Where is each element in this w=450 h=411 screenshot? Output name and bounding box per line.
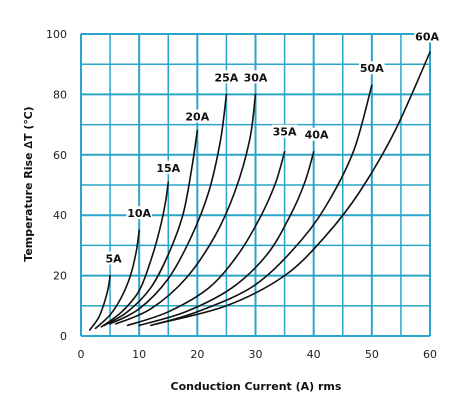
curve-label-background <box>213 70 240 84</box>
curve-20a <box>103 129 199 327</box>
curve-labels: 5A 10A 15A 20A 25A 30A 35A 40A 50A 60A <box>104 29 440 266</box>
y-tick-label: 60 <box>53 149 67 162</box>
curve-60a <box>155 51 431 325</box>
curve-label-background <box>271 124 298 138</box>
x-tick-label: 50 <box>365 348 379 361</box>
y-tick-label: 40 <box>53 209 67 222</box>
curve-35a <box>126 151 286 327</box>
x-tick-label: 20 <box>190 348 204 361</box>
x-axis-title: Conduction Current (A) rms <box>171 380 342 393</box>
curve-label-background <box>184 109 211 123</box>
curve-label-background <box>155 160 182 174</box>
curve-label-10a: 10A <box>127 207 151 220</box>
curve-label-20a: 20A <box>185 111 209 124</box>
major-gridlines <box>80 33 431 337</box>
curve-label-background <box>303 127 330 141</box>
x-tick-label: 30 <box>249 348 263 361</box>
curve-label-background <box>104 251 123 265</box>
curve-label-background <box>414 29 440 43</box>
curve-label-40a: 40A <box>305 129 329 142</box>
curve-label-35a: 35A <box>273 126 297 139</box>
curve-label-50a: 50A <box>360 62 384 75</box>
curve-label-background <box>359 61 385 75</box>
curve-label-background <box>126 206 152 220</box>
x-tick-label: 40 <box>307 348 321 361</box>
curve-label-15a: 15A <box>156 162 180 175</box>
x-tick-label: 10 <box>132 348 146 361</box>
curve-25a <box>109 93 228 325</box>
curve-5a <box>88 274 111 331</box>
curve-label-60a: 60A <box>415 31 439 44</box>
y-tick-label: 0 <box>60 330 67 343</box>
curve-15a <box>100 181 170 328</box>
curve-label-5a: 5A <box>105 253 122 266</box>
x-tick-label: 0 <box>78 348 85 361</box>
x-axis-ticks: 0 10 20 30 40 50 60 <box>78 348 438 361</box>
y-tick-label: 80 <box>53 88 67 101</box>
curve-label-30a: 30A <box>244 71 268 84</box>
curve-50a <box>150 84 373 327</box>
y-tick-label: 100 <box>46 28 67 41</box>
curve-label-25a: 25A <box>215 71 239 84</box>
curve-30a <box>115 93 257 325</box>
temperature-curves <box>88 51 431 331</box>
curve-10a <box>94 229 140 330</box>
curve-40a <box>138 151 315 327</box>
y-axis-ticks: 0 20 40 60 80 100 <box>46 28 67 343</box>
y-axis-title: Temperature Rise ∆T (℃) <box>22 106 35 261</box>
y-tick-label: 20 <box>53 270 67 283</box>
curve-label-background <box>242 70 269 84</box>
x-tick-label: 60 <box>423 348 437 361</box>
